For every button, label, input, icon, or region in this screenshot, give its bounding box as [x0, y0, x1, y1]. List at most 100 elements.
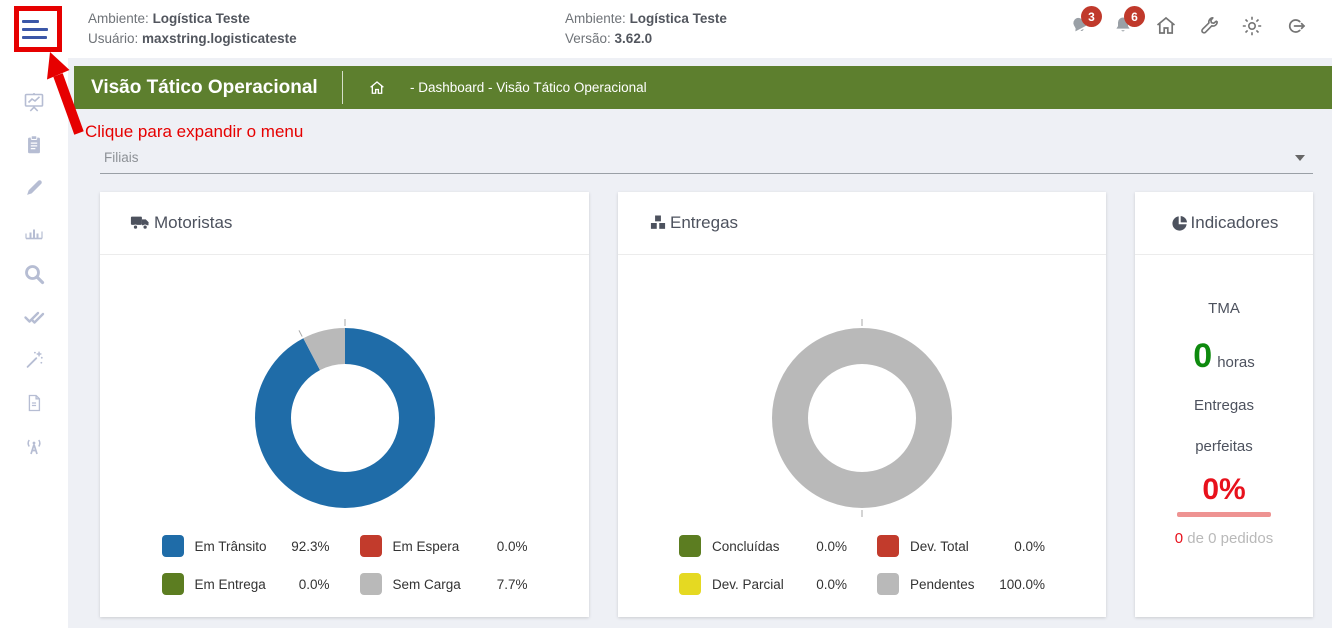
card-title: Motoristas: [154, 213, 233, 232]
breadcrumb-home-icon[interactable]: [368, 79, 386, 97]
legend-value: 7.7%: [496, 576, 528, 592]
home-icon: [1156, 16, 1176, 34]
hamburger-menu-button[interactable]: [14, 6, 62, 52]
sidebar-item-tracking[interactable]: [21, 434, 47, 458]
legend-swatch: [359, 573, 382, 595]
legend-label: Pendentes: [910, 576, 975, 592]
page-title-bar: Visão Tático Operacional - Dashboard - V…: [74, 66, 1332, 109]
legend-value: 0.0%: [298, 576, 330, 592]
chevron-down-icon: [1295, 155, 1305, 161]
pencil-icon: [27, 180, 42, 195]
legend-value: 100.0%: [999, 576, 1045, 592]
orders-text: de 0 pedidos: [1183, 530, 1274, 547]
notification-count-badge: 6: [1124, 6, 1145, 27]
legend-label: Em Entrega: [194, 576, 266, 592]
environment-version-info: Ambiente: Logística Teste Versão: 3.62.0: [565, 9, 727, 49]
logout-button[interactable]: [1282, 13, 1308, 39]
entregas-card-header: Entregas: [618, 192, 1106, 255]
home-button[interactable]: [1153, 13, 1179, 39]
notification-count-badge: 3: [1081, 6, 1102, 27]
legend-label: Concluídas: [712, 538, 780, 554]
motoristas-donut-chart: [100, 255, 589, 521]
logout-icon: [1288, 19, 1306, 33]
magic-wand-icon: [26, 351, 43, 368]
sidebar-item-automation[interactable]: [21, 348, 47, 372]
sidebar-item-dashboard[interactable]: [21, 90, 47, 114]
entregas-donut-chart: [618, 255, 1106, 521]
tma-value: 0: [1193, 337, 1213, 375]
double-check-icon: [24, 311, 45, 324]
sidebar-item-documents[interactable]: [21, 391, 47, 415]
notification-bell-button[interactable]: 6: [1110, 6, 1145, 39]
legend-value: 0.0%: [1014, 538, 1045, 554]
sidebar-item-approvals[interactable]: [21, 305, 47, 329]
card-title: Indicadores: [1190, 213, 1279, 232]
tma-unit: horas: [1217, 354, 1255, 371]
document-icon: [28, 394, 41, 412]
legend-value: 0.0%: [816, 576, 847, 592]
legend-label: Dev. Total: [910, 538, 969, 554]
legend-label: Dev. Parcial: [712, 576, 784, 592]
filiais-label: Filiais: [104, 150, 139, 165]
pie-chart-icon: [1171, 215, 1187, 231]
hamburger-icon: [22, 20, 39, 23]
notification-bell-ringing-button[interactable]: 3: [1067, 6, 1102, 39]
entregas-card: Entregas Concluídas 0.0% Dev. Total 0.0%…: [618, 192, 1106, 617]
sidebar-item-reports[interactable]: [21, 219, 47, 243]
legend-swatch: [161, 535, 184, 557]
sidebar-item-search[interactable]: [21, 262, 47, 286]
usuario-label: Usuário:: [88, 31, 139, 46]
legend-item: Pendentes 100.0%: [877, 573, 1045, 595]
perfect-deliveries-label-line2: perfeitas: [1195, 438, 1253, 455]
legend-value: 0.0%: [496, 538, 528, 554]
antenna-tower-icon: [27, 439, 41, 455]
indicadores-card: Indicadores TMA 0 horas Entregas perfeit…: [1135, 192, 1313, 617]
perfect-deliveries-percent: 0%: [1202, 473, 1246, 506]
motoristas-card-header: Motoristas: [100, 192, 589, 255]
motoristas-card: Motoristas Em Trânsito 92.3% Em Espera 0…: [100, 192, 589, 617]
wrench-icon: [1200, 16, 1218, 34]
usuario-value: maxstring.logisticateste: [142, 31, 297, 46]
card-title: Entregas: [670, 213, 739, 232]
tma-label: TMA: [1208, 300, 1240, 317]
main-content: Visão Tático Operacional - Dashboard - V…: [68, 58, 1332, 628]
breadcrumb: - Dashboard - Visão Tático Operacional: [410, 80, 647, 95]
donut-chart: [772, 319, 952, 517]
collapsed-sidebar: [0, 58, 68, 628]
legend-value: 0.0%: [816, 538, 847, 554]
legend-swatch: [359, 535, 382, 557]
tools-button[interactable]: [1196, 13, 1222, 39]
titlebar-divider: [342, 71, 343, 104]
perfect-deliveries-progress-bar: [1177, 512, 1271, 517]
legend-label: Sem Carga: [392, 576, 461, 592]
tma-value-row: 0 horas: [1193, 339, 1254, 373]
ambiente-label: Ambiente:: [88, 11, 149, 26]
legend-item: Dev. Total 0.0%: [877, 535, 1045, 557]
settings-button[interactable]: [1239, 13, 1265, 39]
top-header: Ambiente: Logística Teste Usuário: maxst…: [0, 0, 1332, 58]
legend-item: Sem Carga 7.7%: [359, 573, 528, 595]
legend-value: 92.3%: [291, 538, 330, 554]
presentation-chart-icon: [24, 93, 44, 112]
bell-ringing-icon: [1073, 17, 1088, 32]
versao-value: 3.62.0: [614, 31, 653, 46]
legend-swatch: [877, 573, 899, 595]
filiais-select[interactable]: Filiais: [100, 146, 1313, 174]
legend-item: Dev. Parcial 0.0%: [679, 573, 847, 595]
clipboard-icon: [28, 135, 40, 154]
legend-swatch: [161, 573, 184, 595]
legend-item: Em Trânsito 92.3%: [161, 535, 330, 557]
legend-label: Em Trânsito: [194, 538, 267, 554]
environment-user-info: Ambiente: Logística Teste Usuário: maxst…: [88, 9, 297, 49]
legend-swatch: [877, 535, 899, 557]
legend-item: Concluídas 0.0%: [679, 535, 847, 557]
sidebar-item-tasks[interactable]: [21, 133, 47, 157]
sidebar-item-edit[interactable]: [21, 176, 47, 200]
entregas-legend: Concluídas 0.0% Dev. Total 0.0% Dev. Par…: [679, 535, 1045, 595]
boxes-icon: [650, 215, 666, 229]
motoristas-legend: Em Trânsito 92.3% Em Espera 0.0% Em Entr…: [161, 535, 528, 595]
legend-swatch: [679, 573, 701, 595]
ambiente-value: Logística Teste: [152, 11, 250, 26]
annotation-text: Clique para expandir o menu: [85, 122, 304, 141]
orders-count: 0: [1174, 530, 1184, 547]
